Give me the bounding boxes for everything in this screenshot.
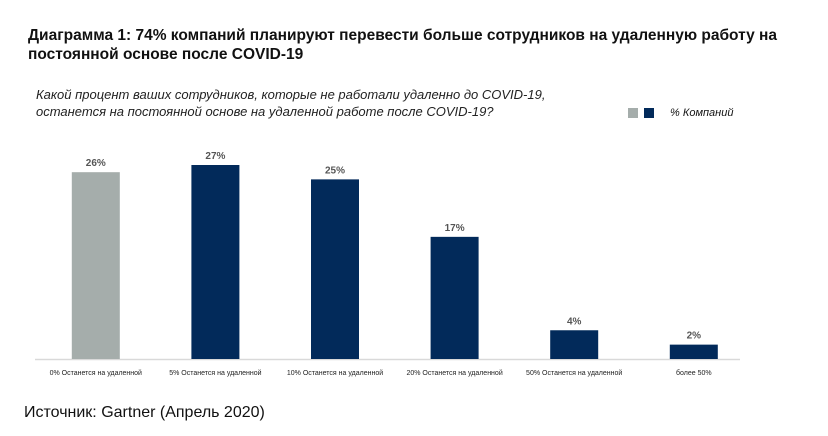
data-label: 2% [687, 331, 702, 342]
data-label: 17% [445, 223, 465, 234]
data-label: 4% [567, 316, 582, 327]
legend-swatch-navy [644, 108, 654, 118]
legend-label: % Компаний [670, 107, 734, 119]
x-tick-label: 20% Останется на удаленной [406, 369, 502, 377]
x-tick-label: 50% Останется на удаленной [526, 369, 622, 377]
bar [550, 330, 599, 359]
subtitle-line-2: останется на постоянной основе на удален… [36, 104, 494, 119]
x-tick-label: 10% Останется на удаленной [287, 369, 383, 377]
data-label: 26% [86, 158, 106, 169]
chart-subtitle: Какой процент ваших сотрудников, которые… [36, 86, 545, 120]
x-tick-label: 0% Останется на удаленной [50, 369, 142, 377]
bar [669, 344, 718, 359]
bar [311, 179, 359, 359]
x-tick-label: 5% Останется на удаленной [169, 369, 261, 377]
legend: % Компаний [628, 107, 733, 119]
chart-title: Диаграмма 1: 74% компаний планируют пере… [28, 27, 778, 63]
bar [430, 236, 479, 359]
bar [71, 172, 120, 359]
x-tick-label: более 50% [676, 369, 712, 377]
subtitle-line-1: Какой процент ваших сотрудников, которые… [36, 87, 546, 102]
bar [191, 165, 240, 359]
source-note: Источник: Gartner (Апрель 2020) [24, 404, 265, 421]
legend-swatch-gray [628, 108, 638, 118]
data-label: 25% [325, 165, 345, 176]
data-label: 27% [205, 151, 225, 162]
